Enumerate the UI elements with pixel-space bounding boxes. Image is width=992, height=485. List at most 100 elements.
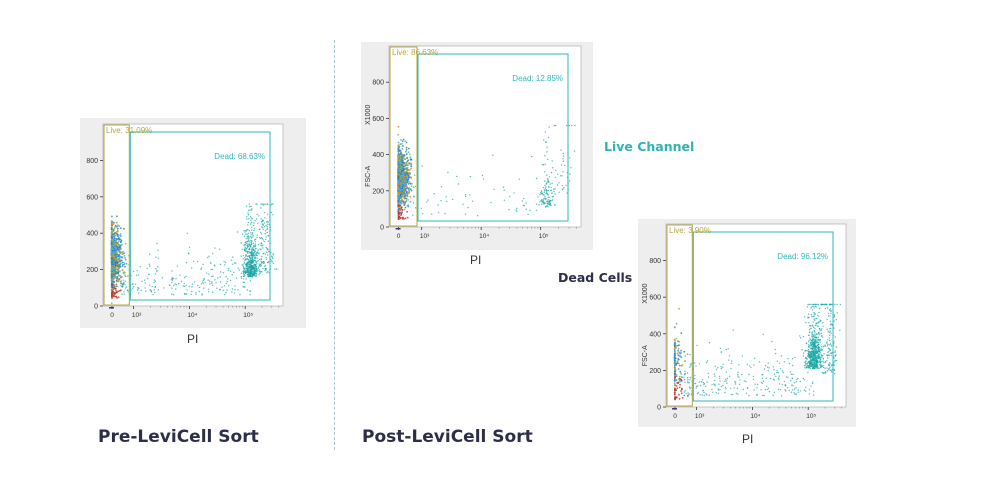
live-event	[111, 224, 113, 227]
dead-event	[547, 189, 550, 192]
dead-event	[249, 252, 251, 255]
dead-event	[256, 263, 258, 265]
dead-event	[148, 273, 150, 275]
dead-event	[276, 268, 278, 270]
live-event	[399, 181, 402, 184]
dead-event	[122, 250, 124, 253]
dead-event	[211, 281, 213, 283]
dead-event	[811, 348, 814, 350]
live-event	[405, 187, 408, 190]
dead-event	[240, 272, 243, 274]
dead-event	[525, 208, 527, 210]
dead-event	[543, 198, 545, 200]
live-event	[113, 247, 116, 250]
dead-event	[795, 393, 798, 395]
dead-event	[684, 370, 686, 372]
dead-event	[250, 267, 252, 269]
live-event	[398, 153, 401, 156]
dead-event	[207, 256, 209, 259]
live-event	[410, 189, 413, 192]
dead-event	[246, 267, 248, 269]
dead-event	[247, 214, 250, 216]
dead-event	[720, 385, 723, 388]
live-event	[404, 193, 407, 196]
dead-event	[266, 203, 269, 205]
dead-event	[266, 251, 268, 254]
dead-event	[250, 223, 252, 225]
dead-event	[464, 213, 467, 215]
live-event	[407, 199, 409, 201]
dead-event	[546, 204, 548, 207]
dead-event	[563, 186, 565, 189]
dead-event	[687, 378, 689, 380]
dead-event	[703, 391, 705, 394]
debris-event	[115, 290, 117, 292]
live-event	[115, 283, 118, 286]
dead-event	[260, 265, 263, 267]
dead-event	[246, 250, 248, 253]
dead-event	[246, 258, 248, 261]
dead-event	[748, 365, 751, 367]
dead-event	[703, 383, 706, 385]
dead-event	[149, 284, 151, 286]
dead-event	[256, 236, 258, 239]
debris-event	[406, 216, 409, 219]
plot-pre-sort: 0 200 400 600 800 0 10³ 10⁴ 10⁵ Live: 31.09% Dead:…	[80, 118, 306, 328]
dead-event	[737, 371, 739, 374]
dead-event	[254, 241, 256, 243]
dead-event	[820, 332, 822, 335]
dead-event	[245, 278, 247, 280]
dead-event	[801, 349, 803, 351]
dead-event	[834, 303, 836, 306]
dead-event	[809, 342, 812, 345]
dead-event	[823, 361, 825, 364]
dead-event	[208, 291, 210, 293]
live-event	[399, 186, 401, 189]
dead-event	[225, 291, 227, 294]
live-event	[111, 220, 113, 223]
live-event	[113, 239, 116, 242]
live-event	[673, 349, 676, 351]
live-event	[110, 288, 113, 290]
live-event	[402, 165, 405, 168]
dead-event	[728, 359, 730, 361]
dead-event	[814, 313, 817, 315]
dead-event	[249, 294, 251, 296]
dead-event	[815, 351, 818, 353]
debris-event	[674, 384, 676, 387]
dead-event	[247, 240, 250, 242]
axis-zero-marker	[672, 408, 677, 410]
dead-event	[780, 355, 782, 357]
dead-event	[262, 226, 264, 229]
y-tick-label: 400	[649, 331, 661, 338]
debris-event	[114, 285, 116, 288]
dead-event	[696, 344, 698, 347]
live-event	[117, 240, 120, 243]
dead-event	[272, 253, 274, 255]
dead-event	[808, 346, 810, 348]
live-event	[413, 195, 415, 198]
dead-event	[695, 385, 698, 388]
live-event	[405, 175, 408, 177]
dead-event	[247, 232, 250, 234]
live-event	[117, 270, 120, 273]
dead-event	[562, 171, 564, 173]
dead-event	[769, 377, 772, 380]
dead-event	[807, 313, 810, 315]
dead-event	[157, 249, 159, 251]
dead-event	[826, 360, 828, 362]
live-event	[114, 224, 117, 227]
dead-event	[809, 354, 811, 356]
dead-event	[773, 378, 775, 380]
live-event	[397, 163, 400, 165]
dead-event	[244, 258, 247, 261]
dead-event	[537, 196, 539, 198]
dead-event	[247, 237, 249, 239]
dead-event	[219, 276, 221, 278]
dead-event	[794, 393, 796, 395]
dead-event	[255, 218, 258, 220]
dead-event	[243, 267, 245, 269]
dead-event	[719, 389, 721, 391]
live-event	[409, 200, 412, 203]
live-event	[397, 167, 400, 170]
